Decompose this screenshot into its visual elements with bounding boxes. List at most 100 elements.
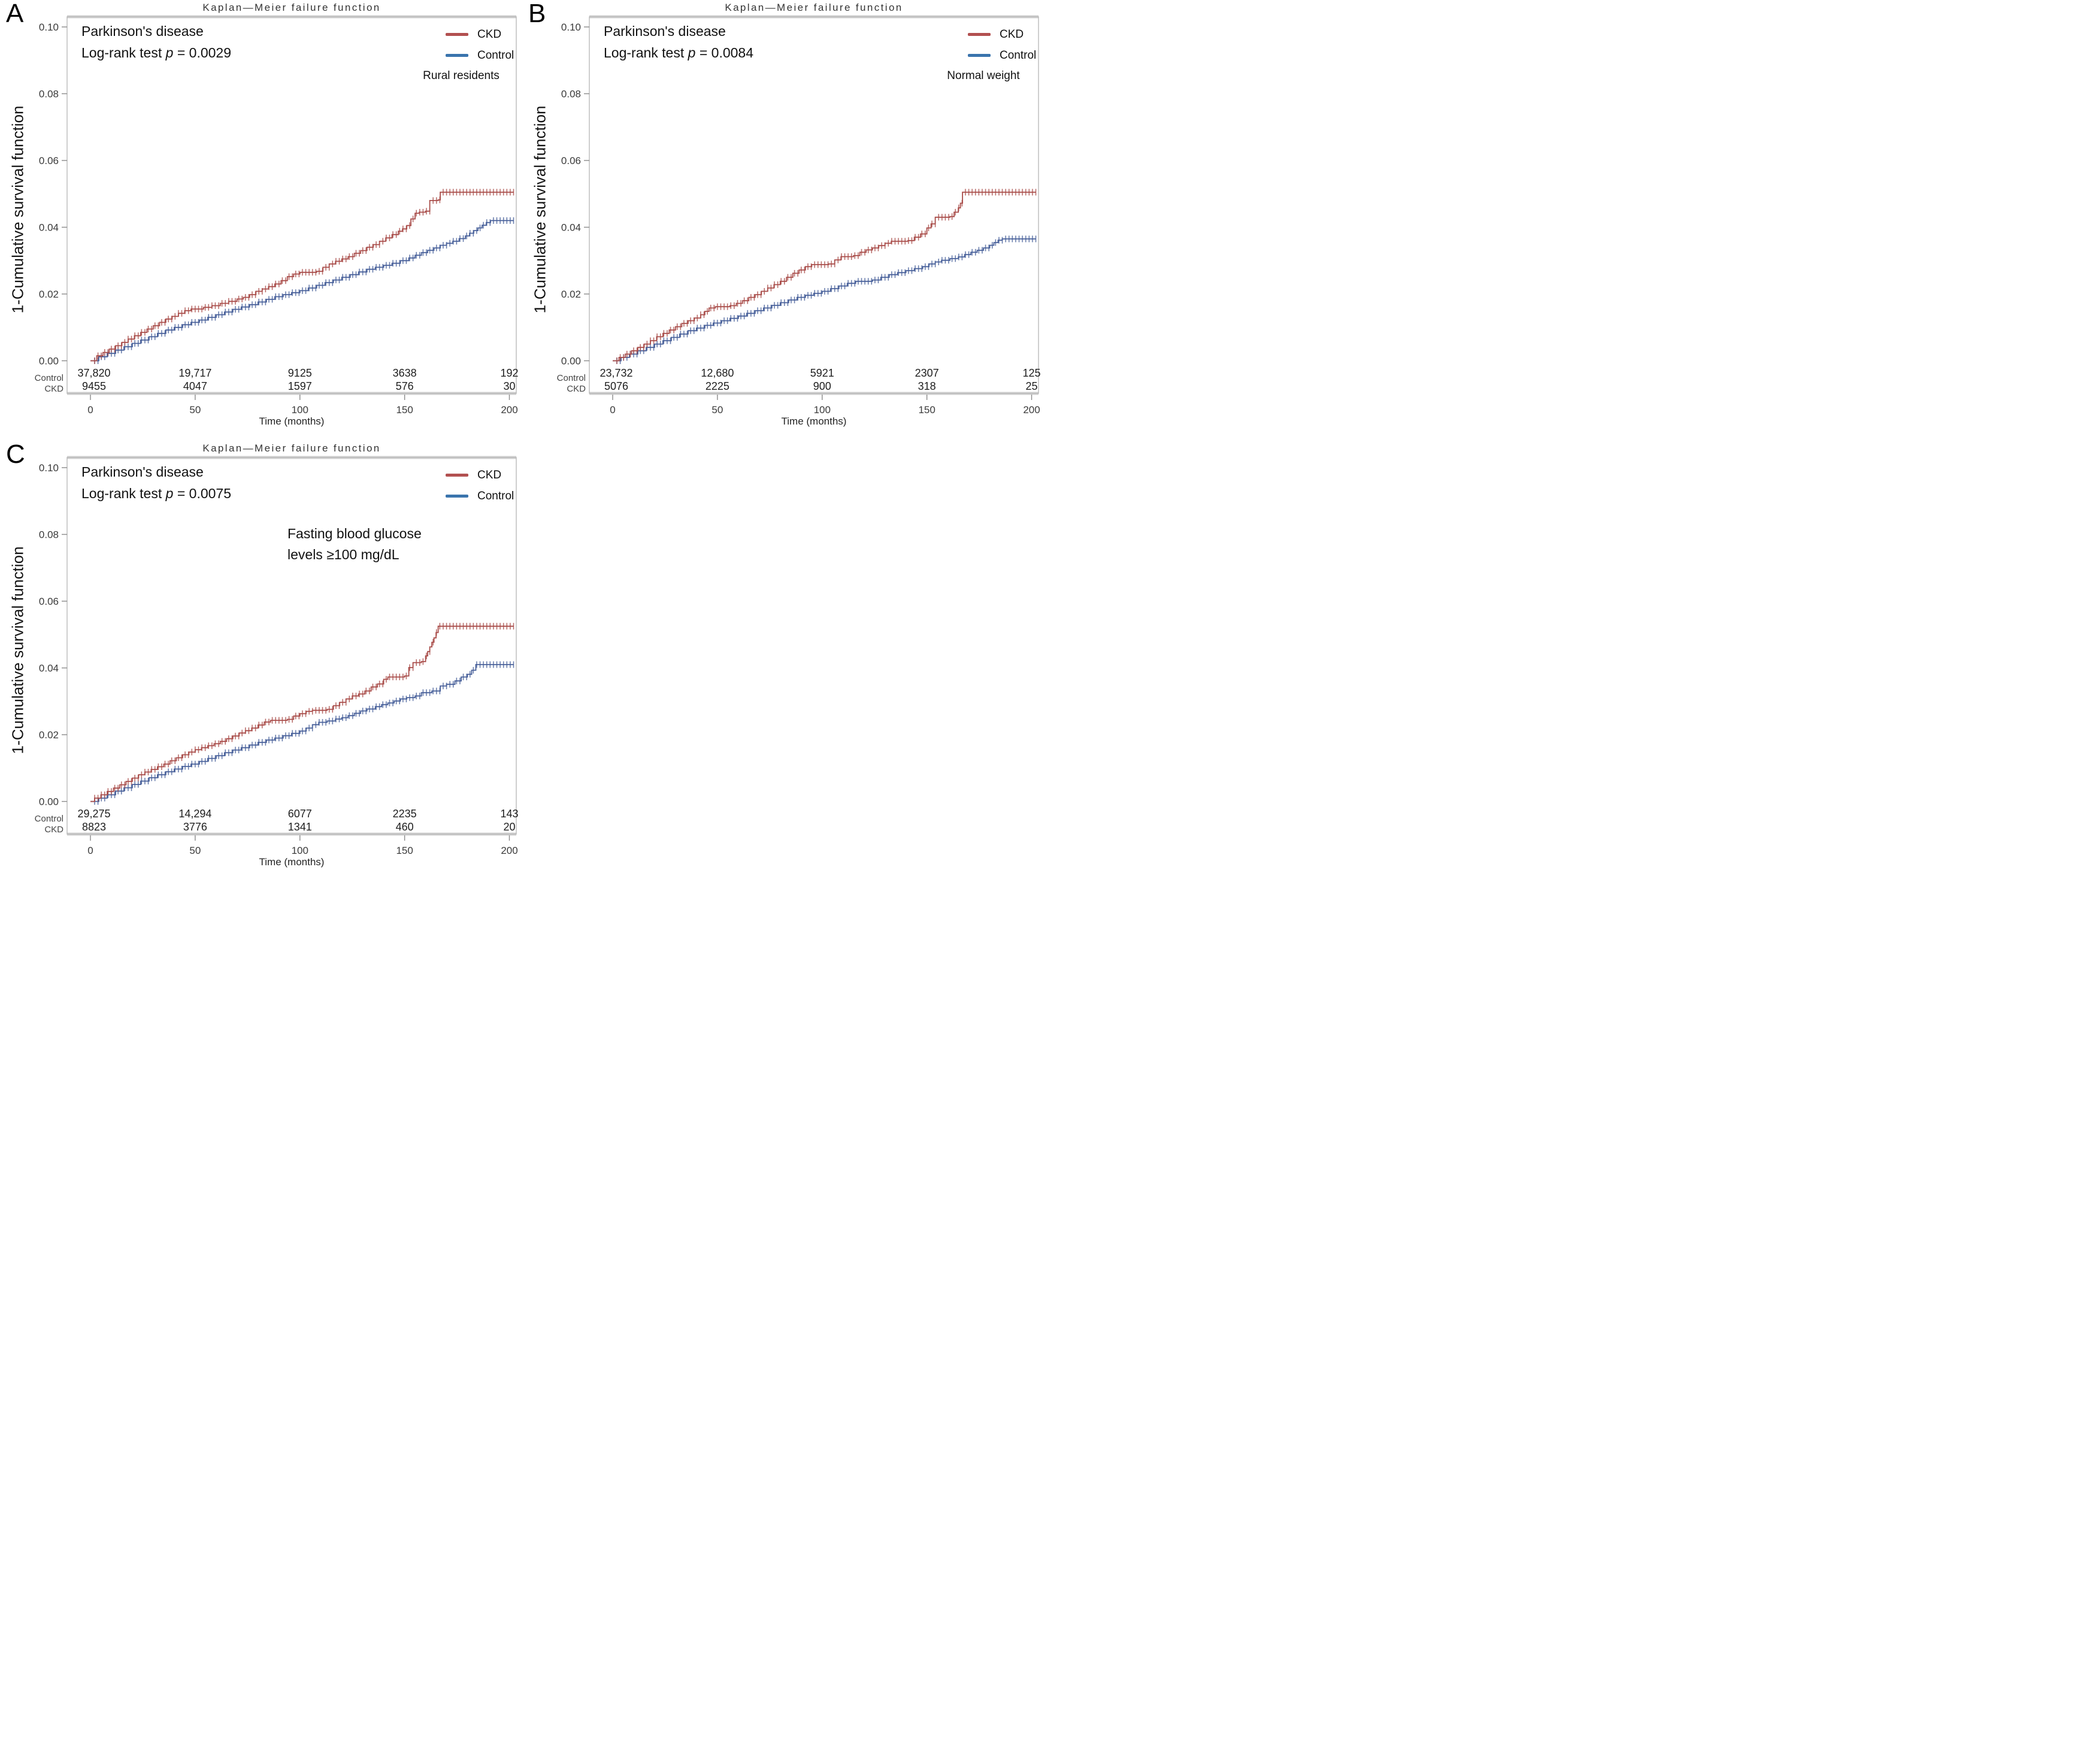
control-line-swatch — [446, 54, 468, 57]
panel-c-title: Kaplan—Meier failure function — [202, 442, 381, 454]
panel-b: 0.00 0.02 0.04 0.06 0.08 0.10 0 50 100 150 200 Cont… — [522, 0, 1044, 441]
panel-c-letter: C — [6, 440, 25, 469]
legend-label-ckd: CKD — [477, 28, 502, 41]
y-tick-label: 0.06 — [561, 155, 581, 166]
at-risk-row-label: Control — [557, 373, 586, 383]
panel-c-annotation: Parkinson's disease Log-rank test p = 0.… — [81, 461, 231, 504]
control-curve — [90, 217, 514, 364]
y-tick-label: 0.04 — [39, 663, 59, 674]
p-symbol: p — [688, 45, 696, 60]
annotation-disease: Parkinson's disease — [81, 23, 204, 39]
ckd-line-swatch — [446, 33, 468, 36]
at-risk-value: 1597 — [288, 380, 312, 392]
at-risk-row-label: Control — [35, 373, 63, 383]
panel-c: 0.00 0.02 0.04 0.06 0.08 0.10 0 50 100 150 200 Cont… — [0, 441, 522, 881]
ckd-curve — [613, 189, 1037, 364]
logrank-prefix: Log-rank test — [81, 45, 162, 60]
at-risk-value: 29,275 — [77, 808, 110, 820]
at-risk-value: 1341 — [288, 821, 312, 833]
panel-b-subtitle: Normal weight — [906, 69, 1044, 83]
panel-a-annotation: Parkinson's disease Log-rank test p = 0.… — [81, 20, 231, 63]
x-tick-label: 50 — [189, 404, 201, 416]
panel-b-annotation: Parkinson's disease Log-rank test p = 0.… — [604, 20, 753, 63]
legend-label-control: Control — [1000, 49, 1037, 62]
x-tick-label: 200 — [501, 404, 517, 416]
panel-c-y-axis-title: 1-Cumulative survival function — [8, 546, 27, 754]
at-risk-value: 19,717 — [178, 367, 211, 379]
y-tick-label: 0.06 — [39, 155, 59, 166]
y-tick-label: 0.02 — [39, 289, 59, 300]
panel-a-subtitle: Rural residents — [383, 69, 539, 83]
subtitle-line-1: Rural residents — [423, 69, 499, 82]
y-tick-label: 0.10 — [39, 462, 59, 474]
legend-label-control: Control — [477, 489, 514, 502]
at-risk-value: 4047 — [183, 380, 207, 392]
panel-b-x-axis-title: Time (months) — [781, 416, 847, 427]
p-symbol: p — [165, 45, 174, 60]
x-tick-label: 200 — [1023, 404, 1040, 416]
at-risk-value: 6077 — [288, 808, 312, 820]
panel-c-subtitle: Fasting blood glucose levels ≥100 mg/dL — [287, 523, 422, 565]
y-axis: 0.00 0.02 0.04 0.06 0.08 0.10 — [561, 22, 589, 367]
logrank-prefix: Log-rank test — [604, 45, 685, 60]
y-tick-label: 0.04 — [561, 222, 581, 234]
p-value: = 0.0075 — [177, 486, 231, 501]
subtitle-line-1: Normal weight — [947, 69, 1020, 82]
at-risk-value: 125 — [1022, 367, 1040, 379]
at-risk-value: 2307 — [915, 367, 939, 379]
ckd-line-swatch — [446, 474, 468, 477]
at-risk-value: 318 — [918, 380, 936, 392]
panel-b-legend: CKD Control — [968, 24, 1036, 66]
panel-a-legend: CKD Control — [446, 24, 514, 66]
at-risk-value: 2225 — [706, 380, 729, 392]
legend-item-control: Control — [446, 45, 514, 66]
panel-c-x-axis-title: Time (months) — [259, 856, 325, 868]
panel-c-chart: 0.00 0.02 0.04 0.06 0.08 0.10 0 50 100 150 200 Cont… — [35, 456, 519, 856]
y-tick-label: 0.10 — [561, 22, 581, 33]
at-risk-value: 576 — [396, 380, 414, 392]
at-risk-row-label: Control — [35, 814, 63, 824]
y-tick-label: 0.00 — [39, 796, 59, 808]
at-risk-value: 3638 — [393, 367, 417, 379]
y-axis: 0.00 0.02 0.04 0.06 0.08 0.10 — [39, 462, 67, 808]
y-tick-label: 0.08 — [39, 89, 59, 100]
panel-a-x-axis-title: Time (months) — [259, 416, 325, 427]
annotation-logrank: Log-rank test p = 0.0084 — [604, 42, 753, 63]
y-tick-label: 0.00 — [39, 356, 59, 367]
at-risk-value: 30 — [503, 380, 515, 392]
y-tick-label: 0.04 — [39, 222, 59, 234]
y-tick-label: 0.02 — [561, 289, 581, 300]
at-risk-value: 23,732 — [600, 367, 632, 379]
at-risk-value: 900 — [813, 380, 831, 392]
y-tick-label: 0.02 — [39, 729, 59, 741]
legend-item-ckd: CKD — [968, 24, 1036, 45]
x-tick-label: 150 — [396, 404, 413, 416]
legend-item-control: Control — [968, 45, 1036, 66]
at-risk-value: 5921 — [810, 367, 834, 379]
y-tick-label: 0.06 — [39, 596, 59, 607]
x-axis: 0 50 100 150 200 — [610, 395, 1040, 416]
at-risk-value: 5076 — [604, 380, 628, 392]
x-tick-label: 0 — [610, 404, 615, 416]
control-line-swatch — [446, 495, 468, 498]
at-risk-table: Control 29,275 14,294 6077 2235 143 CKD 8823 377… — [35, 808, 519, 835]
at-risk-value: 143 — [500, 808, 518, 820]
panel-a-letter: A — [6, 0, 24, 28]
panel-a-title: Kaplan—Meier failure function — [202, 2, 381, 13]
control-line-swatch — [968, 54, 991, 57]
x-tick-label: 50 — [712, 404, 723, 416]
legend-label-control: Control — [477, 49, 514, 62]
x-tick-label: 150 — [396, 845, 413, 856]
panel-a-y-axis-title: 1-Cumulative survival function — [8, 105, 27, 314]
at-risk-row-label: CKD — [44, 825, 63, 835]
legend-item-ckd: CKD — [446, 465, 514, 486]
bottom-row: 0.00 0.02 0.04 0.06 0.08 0.10 0 50 100 150 200 Cont… — [0, 441, 1044, 881]
logrank-prefix: Log-rank test — [81, 486, 162, 501]
x-tick-label: 150 — [918, 404, 935, 416]
control-curve — [613, 235, 1037, 364]
at-risk-value: 9455 — [82, 380, 106, 392]
ckd-curve — [90, 623, 514, 802]
at-risk-row-label: CKD — [44, 384, 63, 394]
legend-label-ckd: CKD — [1000, 28, 1024, 41]
panel-b-y-axis-title: 1-Cumulative survival function — [531, 105, 549, 314]
